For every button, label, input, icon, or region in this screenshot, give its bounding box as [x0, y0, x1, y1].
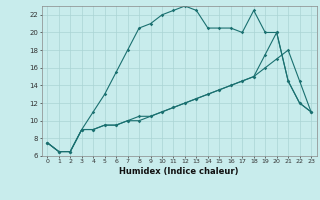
X-axis label: Humidex (Indice chaleur): Humidex (Indice chaleur) [119, 167, 239, 176]
